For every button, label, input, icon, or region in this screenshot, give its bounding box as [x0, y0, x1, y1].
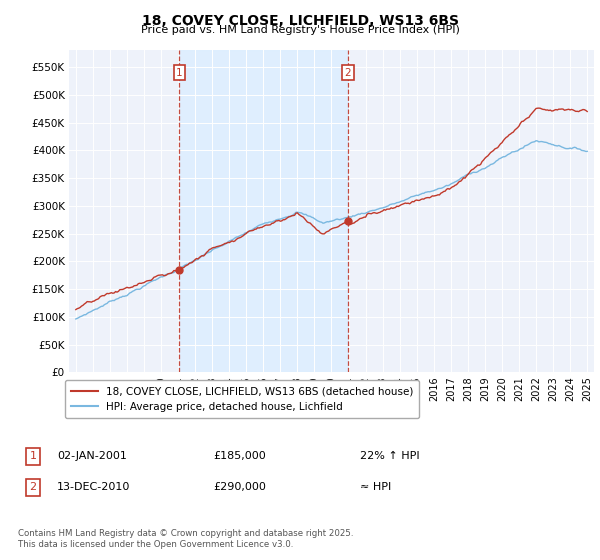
- Text: 13-DEC-2010: 13-DEC-2010: [57, 482, 130, 492]
- Text: 2: 2: [29, 482, 37, 492]
- Text: 22% ↑ HPI: 22% ↑ HPI: [360, 451, 419, 461]
- Text: 18, COVEY CLOSE, LICHFIELD, WS13 6BS: 18, COVEY CLOSE, LICHFIELD, WS13 6BS: [142, 14, 458, 28]
- Text: 1: 1: [29, 451, 37, 461]
- Text: £290,000: £290,000: [213, 482, 266, 492]
- Legend: 18, COVEY CLOSE, LICHFIELD, WS13 6BS (detached house), HPI: Average price, detac: 18, COVEY CLOSE, LICHFIELD, WS13 6BS (de…: [65, 380, 419, 418]
- Text: £185,000: £185,000: [213, 451, 266, 461]
- Text: Contains HM Land Registry data © Crown copyright and database right 2025.
This d: Contains HM Land Registry data © Crown c…: [18, 529, 353, 549]
- Text: 2: 2: [344, 68, 351, 78]
- Text: ≈ HPI: ≈ HPI: [360, 482, 391, 492]
- Bar: [179, 50, 347, 372]
- Text: Price paid vs. HM Land Registry's House Price Index (HPI): Price paid vs. HM Land Registry's House …: [140, 25, 460, 35]
- Text: 02-JAN-2001: 02-JAN-2001: [57, 451, 127, 461]
- Text: 1: 1: [176, 68, 183, 78]
